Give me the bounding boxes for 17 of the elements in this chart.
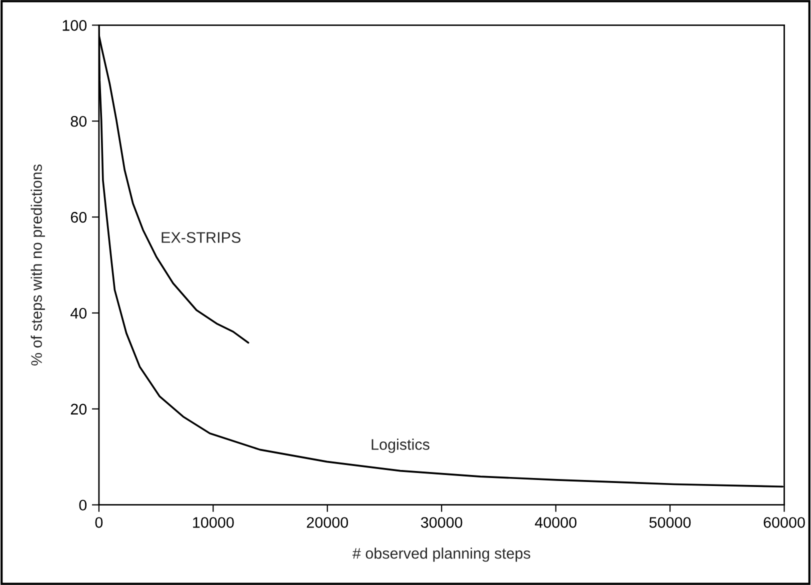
series-label: Logistics: [372, 438, 430, 453]
y-axis-title: % of steps with no predictions: [30, 164, 45, 366]
y-tick-label: 20: [70, 404, 87, 415]
y-tick-label: 60: [70, 212, 87, 223]
y-tick-label: 0: [79, 500, 87, 511]
x-axis-title: # observed planning steps: [352, 548, 530, 562]
y-tick-label: 80: [70, 116, 87, 127]
x-tick-label: 0: [95, 517, 103, 528]
x-tick-label: 60000: [764, 517, 805, 528]
x-tick-label: 50000: [649, 517, 691, 528]
x-tick-label: 10000: [193, 517, 234, 528]
series-label: EX-STRIPS: [162, 232, 240, 243]
x-tick-label: 30000: [420, 517, 462, 528]
y-tick-label: 40: [70, 308, 87, 319]
x-tick-label: 40000: [534, 517, 576, 528]
x-tick-label: 20000: [306, 517, 348, 528]
y-tick-label: 100: [62, 20, 87, 31]
